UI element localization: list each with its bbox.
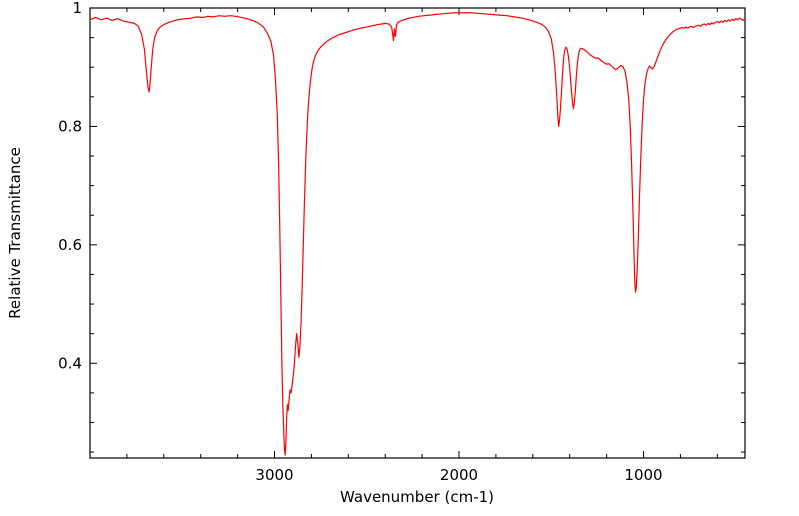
- plot-border: [89, 7, 746, 459]
- x-axis-label: Wavenumber (cm-1): [340, 488, 494, 506]
- y-tick-label: 0.8: [58, 117, 82, 135]
- spectrum-line: [89, 12, 746, 456]
- y-axis-label: Relative Transmittance: [6, 147, 24, 319]
- y-tick-label: 0.4: [58, 354, 82, 372]
- y-tick-label: 0.6: [58, 236, 82, 254]
- x-tick-label: 2000: [440, 466, 478, 484]
- x-tick-label: 3000: [255, 466, 293, 484]
- x-tick-label: 1000: [624, 466, 662, 484]
- y-tick-label: 1: [72, 0, 82, 17]
